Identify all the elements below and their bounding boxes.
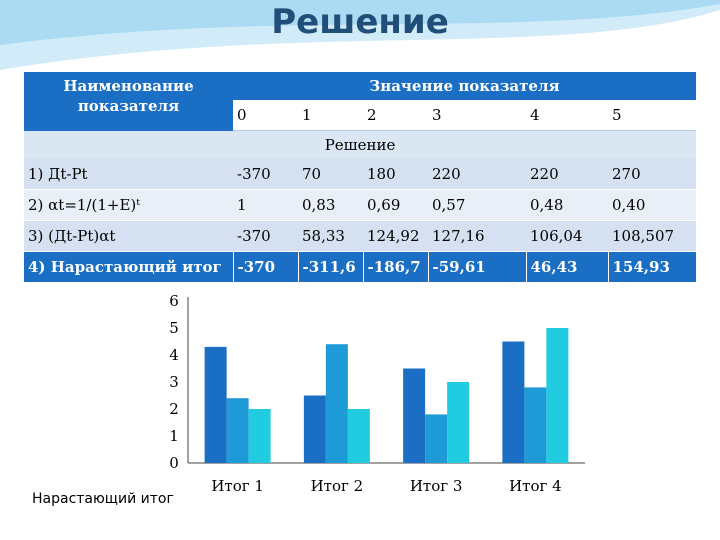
table-cell: 124,92 bbox=[363, 220, 428, 252]
header-value-cell: Значение показателя bbox=[233, 72, 697, 100]
table-cell: -370 bbox=[233, 159, 298, 190]
total-row: 4) Нарастающий итог -370 -311,6 -186,7 -… bbox=[24, 251, 697, 282]
table-cell: 127,16 bbox=[428, 220, 526, 252]
bar bbox=[546, 328, 569, 463]
bar bbox=[204, 346, 227, 463]
table-row: 2) αt=1/(1+E)ᵗ 1 0,83 0,69 0,57 0,48 0,4… bbox=[24, 189, 697, 221]
y-tick-label: 4 bbox=[169, 346, 179, 364]
bar bbox=[524, 387, 547, 463]
y-tick-label: 6 bbox=[169, 292, 179, 310]
bar bbox=[226, 398, 249, 463]
table-cell: 220 bbox=[526, 159, 608, 190]
table-cell: 46,43 bbox=[526, 251, 609, 282]
table-cell: -59,61 bbox=[428, 251, 527, 282]
table-cell: 0,69 bbox=[363, 189, 428, 221]
table-cell: 220 bbox=[428, 159, 526, 190]
table-cell: 270 bbox=[608, 159, 697, 190]
bar bbox=[502, 341, 525, 463]
x-category-label: Итог 4 bbox=[509, 477, 562, 495]
table-cell: 106,04 bbox=[526, 220, 608, 252]
table-cell: 180 bbox=[363, 159, 428, 190]
row-label: 3) (Дt-Pt)αt bbox=[24, 220, 233, 252]
row-label: 1) Дt-Pt bbox=[24, 159, 233, 190]
table-cell: 1 bbox=[233, 189, 298, 221]
bar bbox=[347, 409, 370, 463]
y-tick-label: 3 bbox=[169, 373, 179, 391]
bar bbox=[403, 368, 426, 463]
header-name-cell: Наименование показателя bbox=[24, 72, 233, 131]
table-row: 1) Дt-Pt -370 70 180 220 220 270 bbox=[24, 159, 697, 190]
period-cell: 0 bbox=[233, 100, 298, 131]
table-cell: -186,7 bbox=[363, 251, 429, 282]
table-cell: 108,507 bbox=[608, 220, 697, 252]
period-cell: 4 bbox=[526, 100, 608, 131]
row-label: 4) Нарастающий итог bbox=[24, 251, 234, 282]
y-tick-label: 0 bbox=[169, 454, 179, 472]
bar bbox=[248, 409, 271, 463]
period-cell: 2 bbox=[363, 100, 428, 131]
period-cell: 5 bbox=[608, 100, 697, 131]
bar bbox=[325, 344, 348, 463]
table-cell: -370 bbox=[233, 251, 299, 282]
section-label: Решение bbox=[24, 130, 697, 159]
table-cell: 0,40 bbox=[608, 189, 697, 221]
table-cell: 0,57 bbox=[428, 189, 526, 221]
table-header-row: Наименование показателя Значение показат… bbox=[24, 72, 697, 131]
row-label: 2) αt=1/(1+E)ᵗ bbox=[24, 189, 233, 221]
header-wave-decoration bbox=[0, 0, 720, 70]
y-tick-label: 1 bbox=[169, 427, 179, 445]
period-header-row: 0 1 2 3 4 5 bbox=[24, 100, 697, 131]
table-cell: -370 bbox=[233, 220, 298, 252]
bar bbox=[447, 382, 470, 463]
bar bbox=[425, 414, 448, 463]
table-cell: 0,83 bbox=[298, 189, 363, 221]
table-cell: 70 bbox=[298, 159, 363, 190]
bar bbox=[303, 395, 326, 463]
table-cell: -311,6 bbox=[298, 251, 364, 282]
table-cell: 58,33 bbox=[298, 220, 363, 252]
x-category-label: Итог 1 bbox=[211, 477, 264, 495]
table-row: 3) (Дt-Pt)αt -370 58,33 124,92 127,16 10… bbox=[24, 220, 697, 252]
table-cell: 154,93 bbox=[608, 251, 697, 282]
x-category-label: Итог 2 bbox=[311, 477, 364, 495]
table-cell: 0,48 bbox=[526, 189, 608, 221]
period-cell: 3 bbox=[428, 100, 526, 131]
page-title: Решение bbox=[271, 2, 449, 42]
x-category-label: Итог 3 bbox=[410, 477, 463, 495]
period-cell: 1 bbox=[298, 100, 363, 131]
section-row: Решение bbox=[24, 130, 697, 159]
results-table: Наименование показателя Значение показат… bbox=[24, 72, 697, 282]
legend-label: Нарастающий итог bbox=[32, 491, 174, 507]
bar-chart: 0 1 2 3 4 5 6 Итог 1 Итог 2 Итог 3 Итог 4 bbox=[169, 292, 585, 495]
y-tick-label: 5 bbox=[169, 319, 179, 337]
y-tick-label: 2 bbox=[169, 400, 179, 418]
